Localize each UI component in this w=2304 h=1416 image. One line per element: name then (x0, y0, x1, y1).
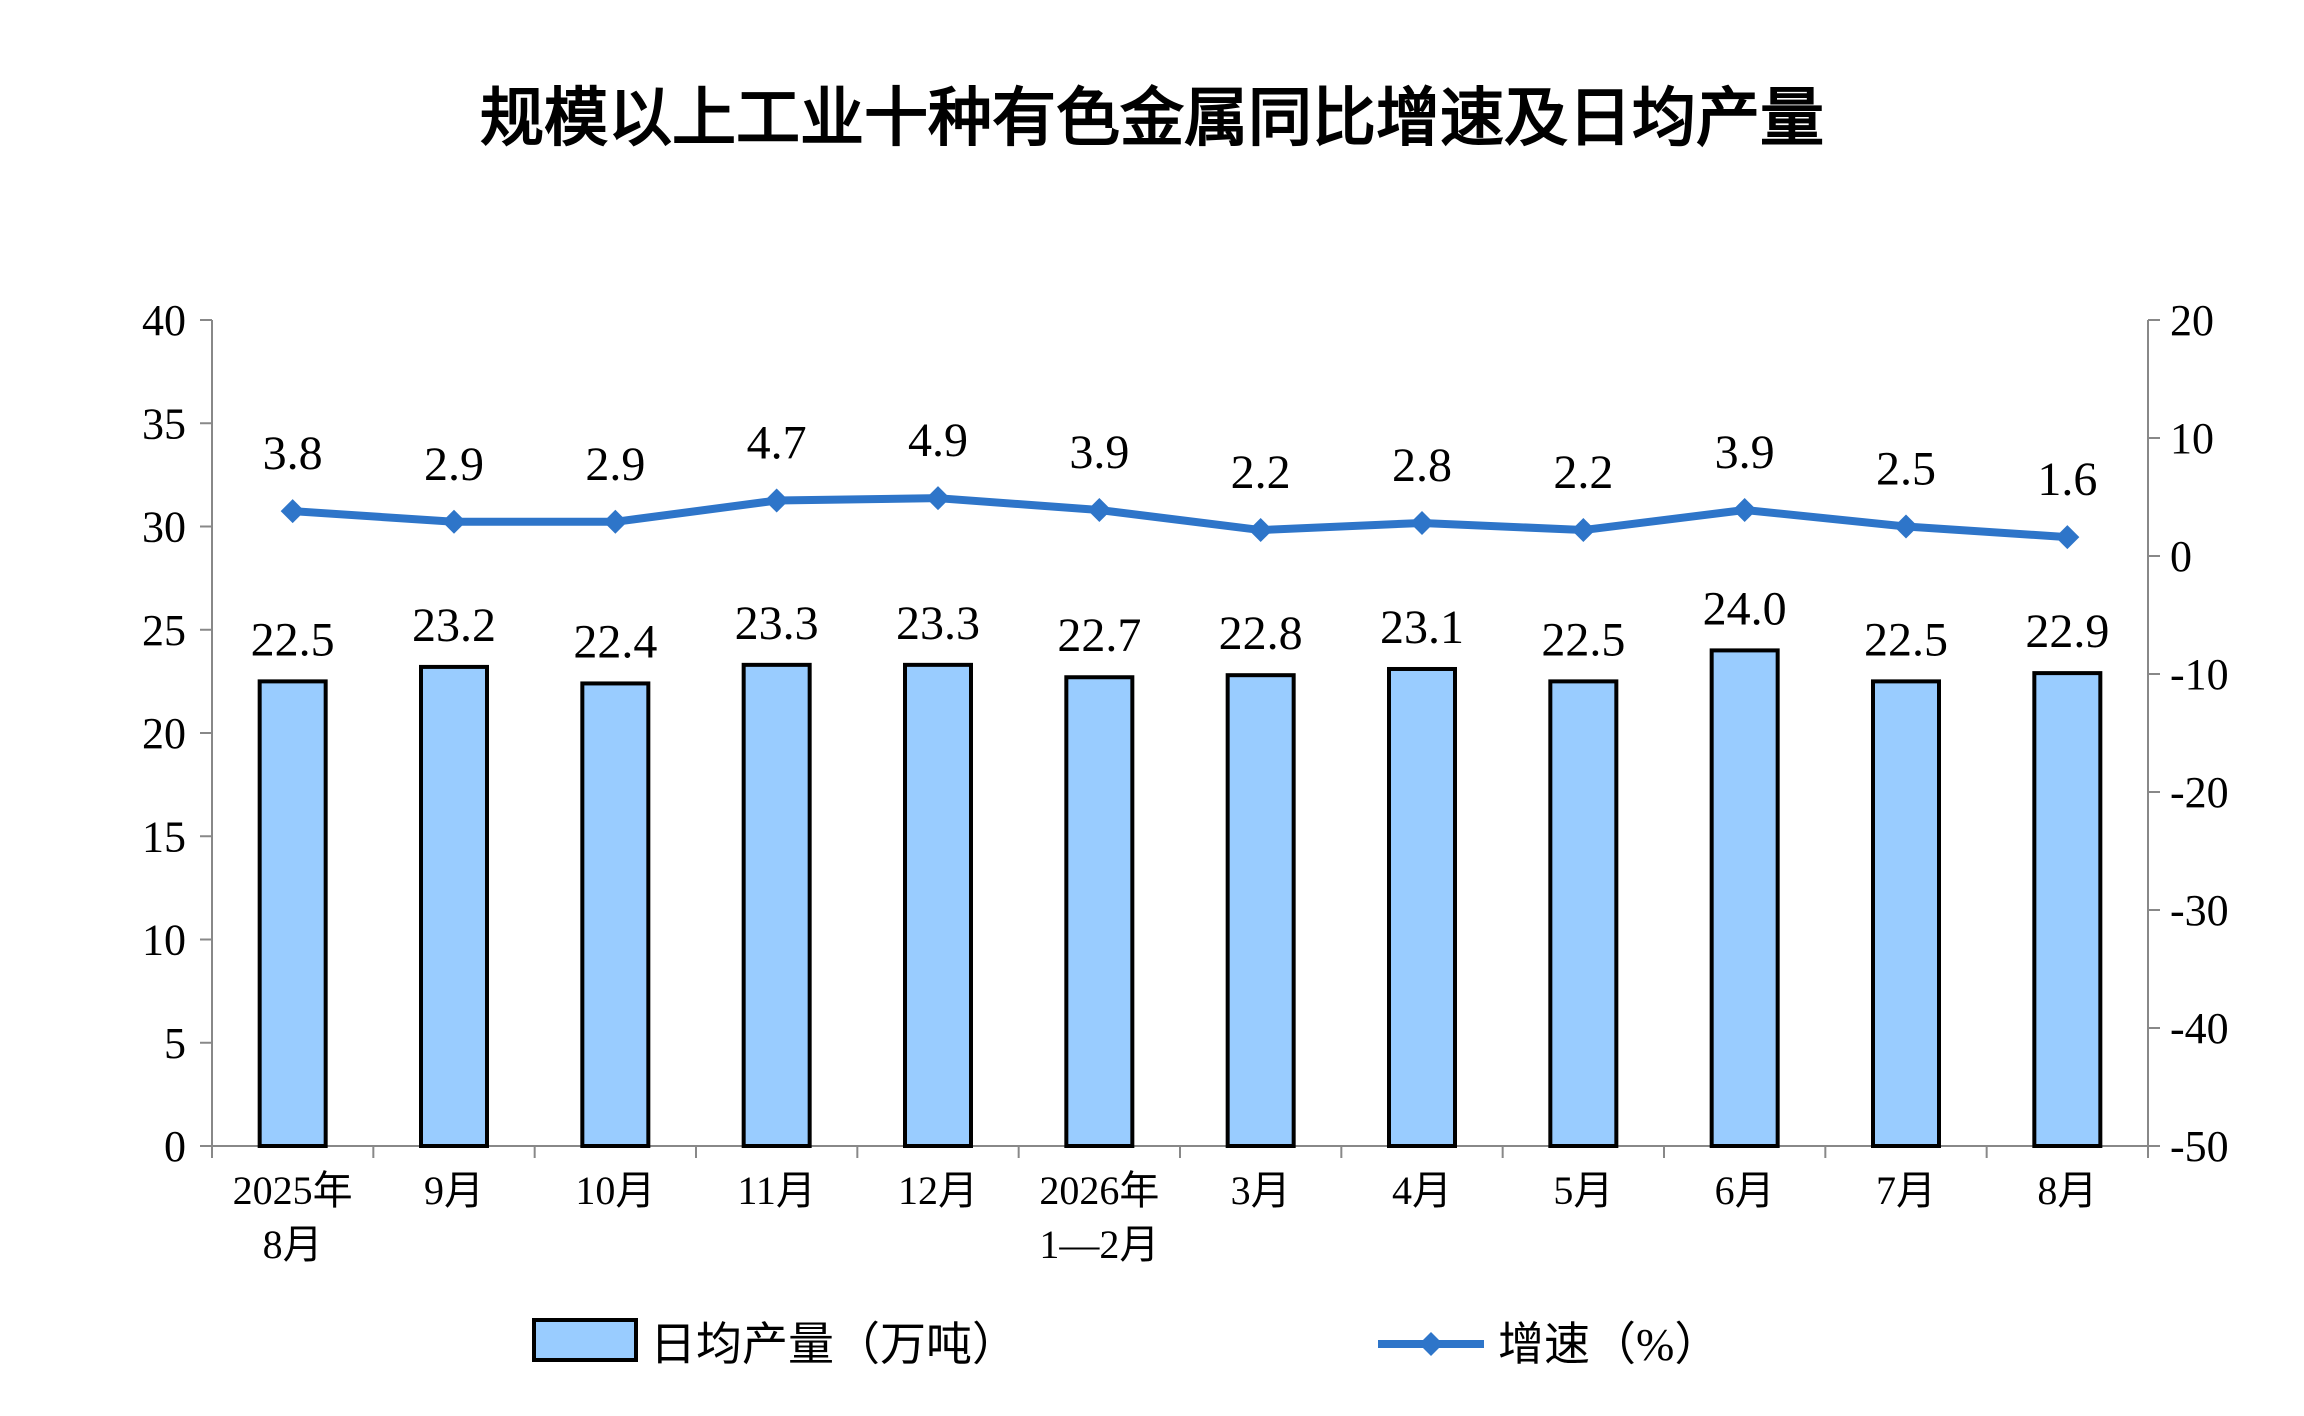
right-axis-tick-label: -10 (2170, 650, 2229, 699)
bar-data-label: 22.4 (573, 615, 657, 668)
left-axis-tick-label: 10 (142, 916, 186, 965)
x-axis-category-label: 9月 (424, 1168, 484, 1213)
x-axis-category-label: 6月 (1715, 1168, 1775, 1213)
left-axis-tick-label: 40 (142, 296, 186, 345)
bar (580, 681, 651, 1148)
line-marker (1248, 518, 1273, 543)
line-marker (926, 486, 950, 511)
x-axis-category-label: 11月 (737, 1168, 816, 1213)
bar-data-label: 23.3 (896, 597, 980, 650)
x-axis-category-label: 7月 (1876, 1168, 1936, 1213)
right-axis-tick-label: 0 (2170, 532, 2192, 581)
line-marker (2055, 525, 2080, 550)
line-marker (442, 509, 466, 534)
bar-data-label: 22.5 (1541, 613, 1625, 666)
line-data-label: 2.2 (1553, 446, 1613, 499)
right-axis-tick-label: -30 (2170, 886, 2229, 935)
x-axis-category-label: 2025年 (233, 1168, 353, 1213)
right-axis-tick-label: -40 (2170, 1004, 2229, 1053)
bar (1871, 679, 1941, 1148)
line-data-label: 2.9 (585, 438, 645, 491)
bar (741, 662, 812, 1148)
bar-data-label: 23.2 (412, 599, 496, 652)
right-axis-tick-label: 20 (2170, 296, 2214, 345)
bar-data-label: 22.8 (1219, 607, 1303, 660)
line-marker (280, 499, 305, 524)
left-axis-tick-label: 0 (164, 1122, 186, 1171)
line-marker (1087, 497, 1112, 522)
line-data-label: 3.9 (1069, 426, 1129, 479)
bar-data-label: 23.1 (1380, 601, 1464, 654)
x-axis-category-label: 2026年 (1039, 1168, 1159, 1213)
bar (1387, 666, 1457, 1148)
bar-data-label: 24.0 (1703, 582, 1787, 635)
line-marker (1894, 514, 1918, 539)
growth-line (292, 494, 2068, 542)
x-axis-category-label: 12月 (898, 1168, 978, 1213)
line-marker (1571, 518, 1596, 543)
x-axis-category-label: 1—2月 (1039, 1222, 1159, 1267)
bar (1064, 675, 1135, 1148)
bar-data-label: 22.7 (1057, 609, 1141, 662)
line-data-label: 4.9 (908, 414, 968, 467)
bar-data-label: 22.5 (251, 613, 335, 666)
legend-bar-label: 日均产量（万吨） (650, 1319, 1018, 1370)
line-marker (764, 488, 789, 513)
line-data-label: 2.5 (1876, 443, 1936, 496)
bar (1548, 679, 1619, 1148)
bar-data-label: 22.9 (2025, 605, 2109, 658)
left-axis-tick-label: 20 (142, 709, 186, 758)
line-marker (1410, 510, 1434, 535)
chart-title: 规模以上工业十种有色金属同比增速及日均产量 (480, 82, 1824, 156)
right-axis-tick-label: 10 (2170, 414, 2214, 463)
bar (257, 679, 328, 1148)
line-data-label: 3.9 (1715, 426, 1775, 479)
bar (419, 664, 489, 1148)
line-data-label: 2.9 (424, 438, 484, 491)
left-axis-tick-label: 15 (142, 812, 186, 861)
bar (2032, 671, 2103, 1148)
legend-bar-swatch (532, 1318, 638, 1362)
line-data-label: 2.8 (1392, 439, 1452, 492)
x-axis-category-label: 8月 (2037, 1168, 2097, 1213)
line-marker (603, 509, 628, 534)
bar-data-label: 22.5 (1864, 613, 1948, 666)
line-data-label: 4.7 (747, 417, 807, 470)
bar (1225, 673, 1296, 1148)
x-axis-category-label: 3月 (1231, 1168, 1291, 1213)
legend-line-marker (1419, 1332, 1443, 1356)
x-axis-category-label: 8月 (263, 1222, 323, 1267)
line-data-label: 3.8 (263, 427, 323, 480)
legend-line-label: 增速（%） (1498, 1319, 1720, 1370)
left-axis-tick-label: 25 (142, 606, 186, 655)
right-axis-tick-label: -50 (2170, 1122, 2229, 1171)
left-axis-tick-label: 30 (142, 503, 186, 552)
bar (903, 662, 973, 1148)
bar-data-label: 23.3 (735, 597, 819, 650)
right-axis-tick-label: -20 (2170, 768, 2229, 817)
x-axis-category-label: 10月 (575, 1168, 655, 1213)
x-axis-category-label: 4月 (1392, 1168, 1452, 1213)
line-marker (1732, 497, 1757, 522)
bar (1709, 648, 1780, 1149)
left-axis-tick-label: 5 (164, 1019, 186, 1068)
line-data-label: 2.2 (1231, 446, 1291, 499)
line-data-label: 1.6 (2037, 453, 2097, 506)
x-axis-category-label: 5月 (1553, 1168, 1613, 1213)
left-axis-tick-label: 35 (142, 399, 186, 448)
